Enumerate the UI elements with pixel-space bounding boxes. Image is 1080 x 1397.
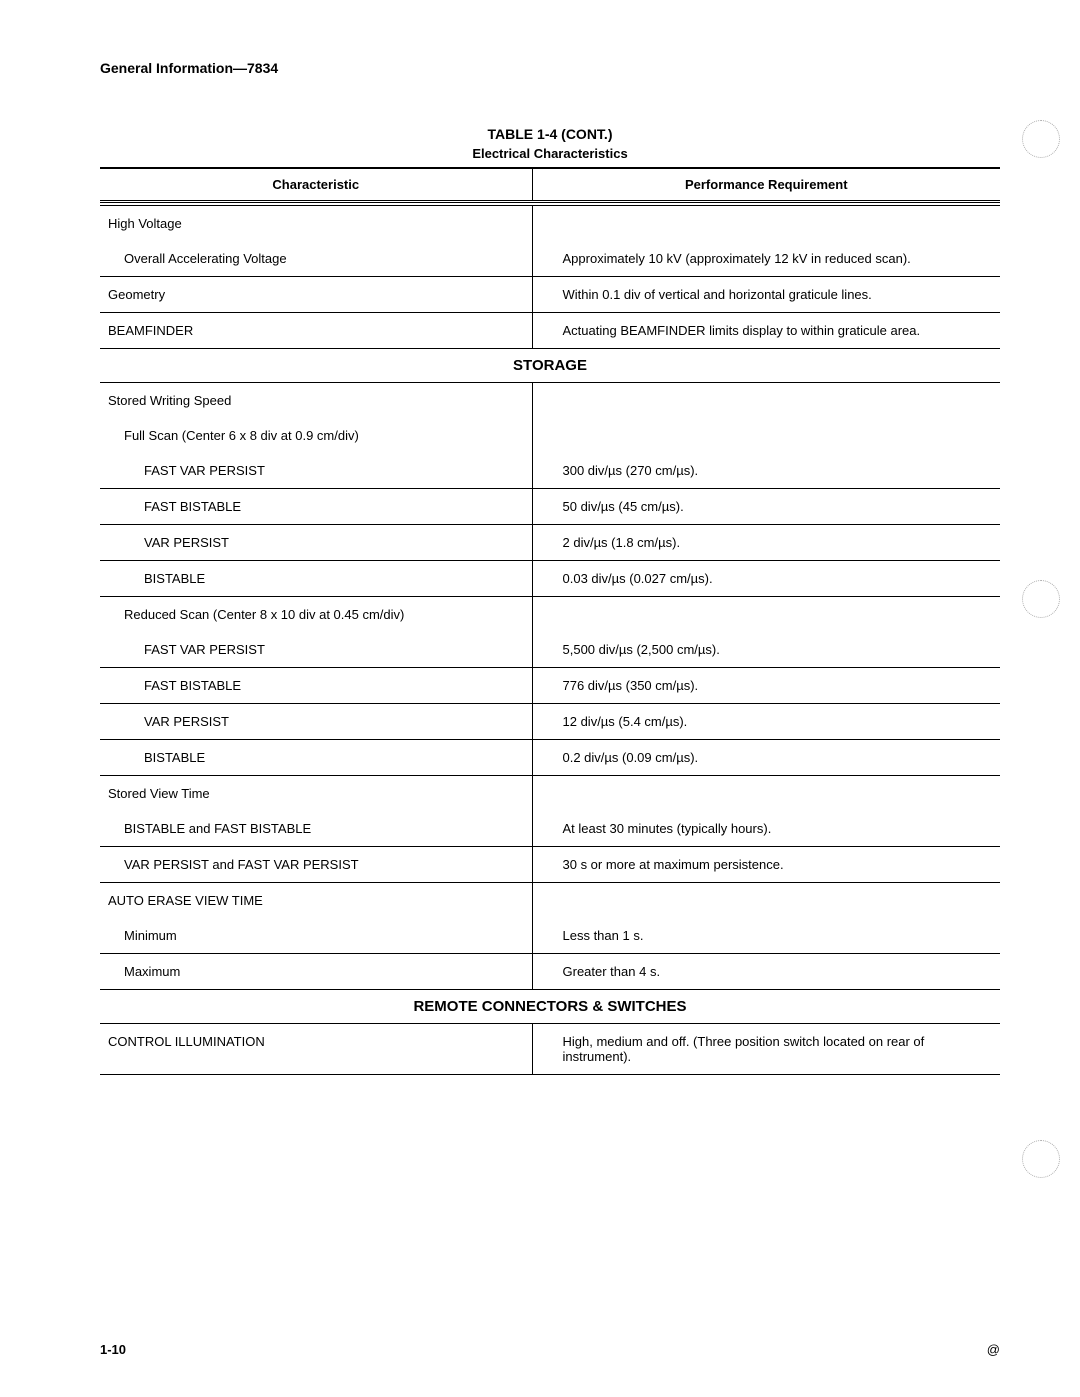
header-row: Characteristic Performance Requirement — [100, 168, 1000, 202]
punch-hole — [1022, 120, 1060, 158]
table-row: VAR PERSIST and FAST VAR PERSIST30 s or … — [100, 847, 1000, 883]
table-row: VAR PERSIST2 div/µs (1.8 cm/µs). — [100, 525, 1000, 561]
performance-cell: High, medium and off. (Three position sw… — [532, 1024, 1000, 1075]
performance-cell: 0.03 div/µs (0.027 cm/µs). — [532, 561, 1000, 597]
characteristic-cell: BEAMFINDER — [100, 313, 532, 349]
characteristic-cell: Geometry — [100, 277, 532, 313]
characteristic-cell: BISTABLE — [100, 561, 532, 597]
characteristic-cell: AUTO ERASE VIEW TIME — [100, 883, 532, 919]
table-row: FAST BISTABLE50 div/µs (45 cm/µs). — [100, 489, 1000, 525]
characteristic-cell: Stored View Time — [100, 776, 532, 812]
table-row: CONTROL ILLUMINATIONHigh, medium and off… — [100, 1024, 1000, 1075]
performance-cell — [532, 883, 1000, 919]
performance-cell — [532, 206, 1000, 242]
performance-cell: Greater than 4 s. — [532, 954, 1000, 990]
performance-cell: Less than 1 s. — [532, 918, 1000, 954]
performance-cell: 30 s or more at maximum persistence. — [532, 847, 1000, 883]
table-row: FAST VAR PERSIST5,500 div/µs (2,500 cm/µ… — [100, 632, 1000, 668]
performance-cell — [532, 418, 1000, 453]
performance-cell: Within 0.1 div of vertical and horizonta… — [532, 277, 1000, 313]
table-subtitle: Electrical Characteristics — [100, 146, 1000, 161]
performance-cell: 300 div/µs (270 cm/µs). — [532, 453, 1000, 489]
table-row: Reduced Scan (Center 8 x 10 div at 0.45 … — [100, 597, 1000, 633]
characteristic-cell: VAR PERSIST — [100, 704, 532, 740]
performance-cell: 776 div/µs (350 cm/µs). — [532, 668, 1000, 704]
characteristic-cell: Overall Accelerating Voltage — [100, 241, 532, 277]
performance-cell — [532, 383, 1000, 419]
performance-cell: 50 div/µs (45 cm/µs). — [532, 489, 1000, 525]
page-header: General Information—7834 — [100, 60, 1000, 76]
characteristic-cell: FAST BISTABLE — [100, 489, 532, 525]
performance-cell: 5,500 div/µs (2,500 cm/µs). — [532, 632, 1000, 668]
punch-hole — [1022, 1140, 1060, 1178]
table-row: BISTABLE0.2 div/µs (0.09 cm/µs). — [100, 740, 1000, 776]
table-row: BISTABLE0.03 div/µs (0.027 cm/µs). — [100, 561, 1000, 597]
performance-cell: At least 30 minutes (typically hours). — [532, 811, 1000, 847]
characteristic-cell: Maximum — [100, 954, 532, 990]
page-number: 1-10 — [100, 1342, 126, 1357]
table-row: VAR PERSIST12 div/µs (5.4 cm/µs). — [100, 704, 1000, 740]
section-header-row: STORAGE — [100, 349, 1000, 383]
characteristic-cell: Reduced Scan (Center 8 x 10 div at 0.45 … — [100, 597, 532, 633]
performance-cell: 0.2 div/µs (0.09 cm/µs). — [532, 740, 1000, 776]
characteristic-cell: BISTABLE — [100, 740, 532, 776]
section-header: REMOTE CONNECTORS & SWITCHES — [100, 990, 1000, 1024]
table-row: Full Scan (Center 6 x 8 div at 0.9 cm/di… — [100, 418, 1000, 453]
table-row: GeometryWithin 0.1 div of vertical and h… — [100, 277, 1000, 313]
characteristic-cell: High Voltage — [100, 206, 532, 242]
characteristic-cell: FAST VAR PERSIST — [100, 632, 532, 668]
table-row: BEAMFINDERActuating BEAMFINDER limits di… — [100, 313, 1000, 349]
table-row: Overall Accelerating VoltageApproximatel… — [100, 241, 1000, 277]
performance-cell: Actuating BEAMFINDER limits display to w… — [532, 313, 1000, 349]
characteristic-cell: BISTABLE and FAST BISTABLE — [100, 811, 532, 847]
characteristic-cell: CONTROL ILLUMINATION — [100, 1024, 532, 1075]
table-row: AUTO ERASE VIEW TIME — [100, 883, 1000, 919]
performance-cell: 12 div/µs (5.4 cm/µs). — [532, 704, 1000, 740]
characteristic-cell: VAR PERSIST and FAST VAR PERSIST — [100, 847, 532, 883]
table-row: BISTABLE and FAST BISTABLEAt least 30 mi… — [100, 811, 1000, 847]
performance-cell — [532, 597, 1000, 633]
characteristic-cell: FAST VAR PERSIST — [100, 453, 532, 489]
characteristic-cell: Minimum — [100, 918, 532, 954]
table-row: Stored View Time — [100, 776, 1000, 812]
performance-cell: 2 div/µs (1.8 cm/µs). — [532, 525, 1000, 561]
characteristic-cell: Full Scan (Center 6 x 8 div at 0.9 cm/di… — [100, 418, 532, 453]
punch-hole — [1022, 580, 1060, 618]
table-row: MinimumLess than 1 s. — [100, 918, 1000, 954]
table-title: TABLE 1-4 (CONT.) — [100, 126, 1000, 142]
table-row: MaximumGreater than 4 s. — [100, 954, 1000, 990]
at-symbol: @ — [987, 1342, 1000, 1357]
characteristic-cell: Stored Writing Speed — [100, 383, 532, 419]
spec-table: Characteristic Performance Requirement H… — [100, 167, 1000, 1075]
table-row: Stored Writing Speed — [100, 383, 1000, 419]
table-row: High Voltage — [100, 206, 1000, 242]
section-header: STORAGE — [100, 349, 1000, 383]
table-row: FAST BISTABLE776 div/µs (350 cm/µs). — [100, 668, 1000, 704]
table-row: FAST VAR PERSIST300 div/µs (270 cm/µs). — [100, 453, 1000, 489]
col-header-characteristic: Characteristic — [100, 168, 532, 202]
col-header-performance: Performance Requirement — [532, 168, 1000, 202]
performance-cell: Approximately 10 kV (approximately 12 kV… — [532, 241, 1000, 277]
characteristic-cell: FAST BISTABLE — [100, 668, 532, 704]
characteristic-cell: VAR PERSIST — [100, 525, 532, 561]
performance-cell — [532, 776, 1000, 812]
section-header-row: REMOTE CONNECTORS & SWITCHES — [100, 990, 1000, 1024]
